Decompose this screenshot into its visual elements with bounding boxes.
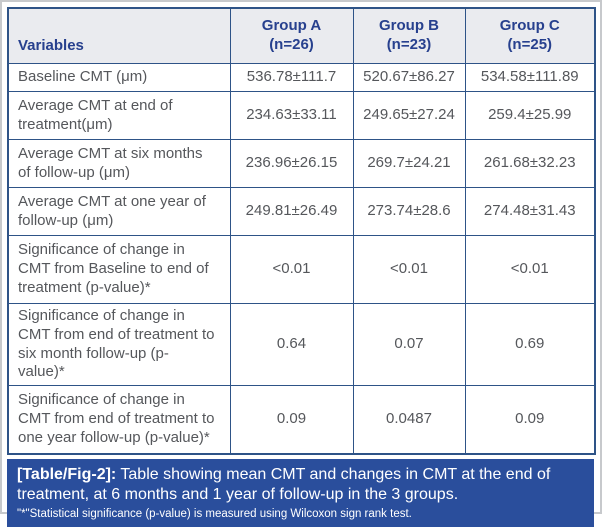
- cell-value: 261.68±32.23: [465, 140, 595, 188]
- table-row-pvalue-end-to-six-months: Significance of change in CMT from end o…: [8, 304, 595, 386]
- cell-value: 520.67±86.27: [353, 64, 465, 92]
- group-b-name: Group B: [358, 17, 461, 36]
- cell-value: 0.0487: [353, 386, 465, 454]
- caption-footnote: "*"Statistical significance (p-value) is…: [17, 507, 584, 522]
- cell-value: 234.63±33.11: [230, 92, 353, 140]
- table-row-pvalue-end-to-one-year: Significance of change in CMT from end o…: [8, 386, 595, 454]
- column-header-group-a: Group A (n=26): [230, 8, 353, 64]
- column-header-group-b: Group B (n=23): [353, 8, 465, 64]
- table-row-cmt-end-of-treatment: Average CMT at end of treatment(μm) 234.…: [8, 92, 595, 140]
- table-row-pvalue-baseline-to-end: Significance of change in CMT from Basel…: [8, 236, 595, 304]
- cell-value: 0.09: [230, 386, 353, 454]
- cell-value: 0.64: [230, 304, 353, 386]
- group-a-name: Group A: [235, 17, 349, 36]
- cell-value: 236.96±26.15: [230, 140, 353, 188]
- table-row-baseline-cmt: Baseline CMT (μm) 536.78±111.7 520.67±86…: [8, 64, 595, 92]
- cell-value: 249.81±26.49: [230, 188, 353, 236]
- cmt-results-table: Variables Group A (n=26) Group B (n=23) …: [7, 7, 596, 455]
- cell-value: 0.69: [465, 304, 595, 386]
- cell-value: <0.01: [353, 236, 465, 304]
- cell-value: 274.48±31.43: [465, 188, 595, 236]
- cell-value: 259.4±25.99: [465, 92, 595, 140]
- column-header-group-c: Group C (n=25): [465, 8, 595, 64]
- row-label: Average CMT at one year of follow-up (μm…: [8, 188, 230, 236]
- row-label: Significance of change in CMT from end o…: [8, 304, 230, 386]
- group-b-n: (n=23): [358, 36, 461, 55]
- row-label: Significance of change in CMT from end o…: [8, 386, 230, 454]
- table-row-cmt-six-months: Average CMT at six months of follow-up (…: [8, 140, 595, 188]
- column-header-variables: Variables: [8, 8, 230, 64]
- cell-value: 0.07: [353, 304, 465, 386]
- figure-caption-band: [Table/Fig-2]: Table showing mean CMT an…: [7, 459, 594, 527]
- row-label: Average CMT at six months of follow-up (…: [8, 140, 230, 188]
- figure-frame: Variables Group A (n=26) Group B (n=23) …: [0, 0, 602, 514]
- group-c-name: Group C: [470, 17, 591, 36]
- row-label: Average CMT at end of treatment(μm): [8, 92, 230, 140]
- cell-value: 249.65±27.24: [353, 92, 465, 140]
- cell-value: <0.01: [465, 236, 595, 304]
- cell-value: 0.09: [465, 386, 595, 454]
- cell-value: <0.01: [230, 236, 353, 304]
- figure-tag: [Table/Fig-2]:: [17, 466, 116, 483]
- header-row: Variables Group A (n=26) Group B (n=23) …: [8, 8, 595, 64]
- row-label: Baseline CMT (μm): [8, 64, 230, 92]
- table-row-cmt-one-year: Average CMT at one year of follow-up (μm…: [8, 188, 595, 236]
- group-c-n: (n=25): [470, 36, 591, 55]
- cell-value: 534.58±111.89: [465, 64, 595, 92]
- cell-value: 273.74±28.6: [353, 188, 465, 236]
- row-label: Significance of change in CMT from Basel…: [8, 236, 230, 304]
- group-a-n: (n=26): [235, 36, 349, 55]
- caption-line: [Table/Fig-2]: Table showing mean CMT an…: [17, 465, 584, 506]
- cell-value: 536.78±111.7: [230, 64, 353, 92]
- cell-value: 269.7±24.21: [353, 140, 465, 188]
